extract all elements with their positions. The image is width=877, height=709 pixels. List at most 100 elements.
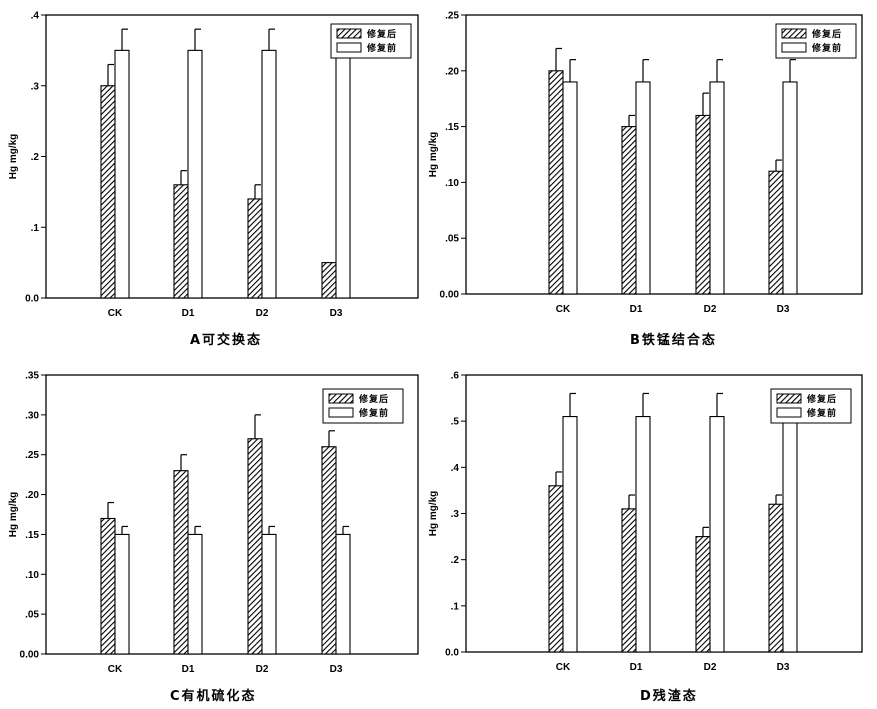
x-tick-label: CK bbox=[108, 664, 123, 675]
bar-before-D1 bbox=[188, 50, 202, 298]
legend-label: 修复后 bbox=[806, 393, 837, 405]
x-tick-label: CK bbox=[556, 304, 571, 315]
bar-before-D3 bbox=[336, 534, 350, 654]
bar-before-D1 bbox=[188, 534, 202, 654]
panel-caption: D残渣态 bbox=[640, 688, 698, 704]
y-tick-label: 0.00 bbox=[20, 650, 40, 661]
x-tick-label: D3 bbox=[777, 304, 790, 315]
bar-after-D1 bbox=[622, 509, 636, 652]
y-tick-label: .05 bbox=[445, 234, 459, 245]
x-tick-label: CK bbox=[556, 662, 571, 673]
legend-swatch bbox=[777, 408, 801, 417]
bar-after-CK bbox=[101, 518, 115, 654]
y-tick-label: .35 bbox=[25, 371, 39, 382]
bar-before-D1 bbox=[636, 417, 650, 652]
legend-label: 修复前 bbox=[366, 42, 397, 54]
figure-canvas: 0.0.1.2.3.4Hg mg/kgCKD1D2D3修复后修复前A可交换态0.… bbox=[0, 0, 877, 709]
chart-panel-3: 0.0 .1 .2 .3 .4 .5 .6 Hg mg/kg CK D1 D2 D3 修复后修复前 D残渣… bbox=[428, 371, 862, 705]
legend-label: 修复后 bbox=[366, 28, 397, 40]
y-tick-label: .4 bbox=[31, 11, 40, 22]
y-tick-label: .1 bbox=[451, 601, 460, 612]
y-tick-label: .20 bbox=[445, 66, 459, 77]
x-tick-label: D1 bbox=[630, 662, 643, 673]
bar-before-D2 bbox=[262, 534, 276, 654]
legend-swatch bbox=[782, 29, 806, 38]
legend: 修复后修复前 bbox=[776, 24, 856, 58]
x-tick-label: D2 bbox=[256, 664, 269, 675]
chart-panel-0: 0.0.1.2.3.4Hg mg/kgCKD1D2D3修复后修复前A可交换态 bbox=[8, 11, 418, 349]
bar-before-CK bbox=[115, 50, 129, 298]
x-tick-label: D3 bbox=[777, 662, 790, 673]
chart-panel-2: 0.00.05.10.15.20.25.30.35Hg mg/kgCKD1D2D… bbox=[8, 371, 418, 705]
panel-caption: C有机硫化态 bbox=[170, 688, 257, 704]
y-tick-label: .3 bbox=[31, 81, 40, 92]
chart-panel-1: 0.00 .05 .10 .15 .20 .25 Hg mg/kg CK D1 D2 D3 修复后修复… bbox=[428, 11, 862, 349]
bar-after-D1 bbox=[174, 471, 188, 654]
y-tick-label: .15 bbox=[445, 122, 459, 133]
legend-swatch bbox=[777, 394, 801, 403]
y-axis-label: Hg mg/kg bbox=[428, 491, 439, 537]
bar-before-D2 bbox=[710, 82, 724, 294]
bar-after-D1 bbox=[622, 127, 636, 294]
y-axis-label: Hg mg/kg bbox=[8, 492, 19, 538]
x-tick-label: CK bbox=[108, 308, 123, 319]
legend-label: 修复前 bbox=[358, 407, 389, 419]
y-tick-label: .1 bbox=[31, 223, 40, 234]
legend-swatch bbox=[337, 29, 361, 38]
bar-after-D2 bbox=[248, 199, 262, 298]
y-axis-label: Hg mg/kg bbox=[428, 132, 439, 178]
bar-after-D2 bbox=[696, 115, 710, 294]
y-tick-label: .10 bbox=[445, 178, 459, 189]
x-tick-label: D2 bbox=[256, 308, 269, 319]
x-tick-label: D1 bbox=[182, 664, 195, 675]
bar-after-CK bbox=[549, 71, 563, 294]
bar-before-D2 bbox=[262, 50, 276, 298]
y-tick-label: 0.00 bbox=[440, 290, 460, 301]
y-tick-label: .5 bbox=[451, 417, 460, 428]
bar-before-D2 bbox=[710, 417, 724, 652]
y-tick-label: .30 bbox=[25, 410, 39, 421]
bar-after-CK bbox=[101, 86, 115, 298]
x-tick-label: D1 bbox=[630, 304, 643, 315]
legend-label: 修复后 bbox=[358, 393, 389, 405]
legend-swatch bbox=[329, 394, 353, 403]
legend-label: 修复前 bbox=[806, 407, 837, 419]
legend-swatch bbox=[329, 408, 353, 417]
y-tick-label: .25 bbox=[25, 450, 39, 461]
bar-after-D1 bbox=[174, 185, 188, 298]
legend: 修复后修复前 bbox=[323, 389, 403, 423]
bar-before-D3 bbox=[783, 82, 797, 294]
y-tick-label: .4 bbox=[451, 463, 460, 474]
legend: 修复后修复前 bbox=[331, 24, 411, 58]
y-tick-label: .20 bbox=[25, 490, 39, 501]
y-tick-label: .2 bbox=[451, 555, 460, 566]
legend: 修复后修复前 bbox=[771, 389, 851, 423]
bar-after-D3 bbox=[769, 504, 783, 652]
x-tick-label: D3 bbox=[330, 308, 343, 319]
x-tick-label: D2 bbox=[704, 662, 717, 673]
bar-before-D3 bbox=[336, 50, 350, 298]
bar-after-D3 bbox=[769, 171, 783, 294]
bar-before-D1 bbox=[636, 82, 650, 294]
bar-after-D2 bbox=[696, 537, 710, 652]
legend-label: 修复前 bbox=[811, 42, 842, 54]
legend-label: 修复后 bbox=[811, 28, 842, 40]
y-tick-label: .25 bbox=[445, 11, 459, 22]
bar-before-CK bbox=[563, 417, 577, 652]
legend-swatch bbox=[337, 43, 361, 52]
y-tick-label: .05 bbox=[25, 610, 39, 621]
bar-before-CK bbox=[115, 534, 129, 654]
x-tick-label: D3 bbox=[330, 664, 343, 675]
y-tick-label: .6 bbox=[451, 371, 460, 382]
x-tick-label: D2 bbox=[704, 304, 717, 315]
bar-before-D3 bbox=[783, 417, 797, 652]
bar-after-CK bbox=[549, 486, 563, 652]
y-axis-label: Hg mg/kg bbox=[8, 134, 19, 180]
y-tick-label: .3 bbox=[451, 509, 460, 520]
bar-after-D3 bbox=[322, 263, 336, 298]
y-tick-label: 0.0 bbox=[445, 648, 459, 659]
bar-before-CK bbox=[563, 82, 577, 294]
bar-after-D3 bbox=[322, 447, 336, 654]
bar-after-D2 bbox=[248, 439, 262, 654]
panel-caption: A可交换态 bbox=[190, 332, 262, 348]
